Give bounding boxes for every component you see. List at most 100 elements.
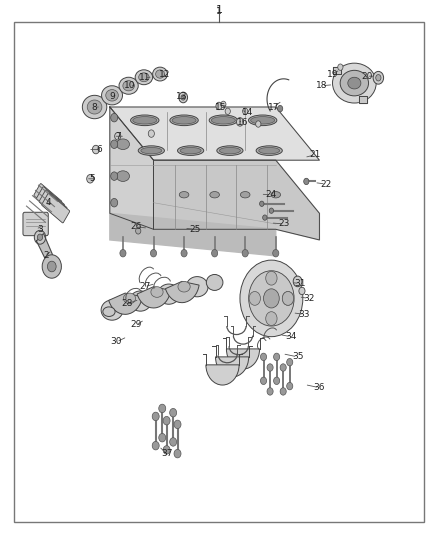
Text: 24: 24 (266, 190, 277, 199)
Circle shape (111, 198, 118, 207)
Wedge shape (206, 365, 239, 385)
Circle shape (260, 201, 264, 206)
Text: 15: 15 (215, 102, 227, 111)
Text: 34: 34 (285, 332, 297, 341)
Circle shape (264, 289, 279, 308)
Text: 26: 26 (131, 222, 142, 231)
Wedge shape (137, 287, 171, 308)
Circle shape (376, 75, 381, 81)
Text: 32: 32 (303, 294, 314, 303)
Circle shape (267, 387, 273, 395)
Text: 13: 13 (176, 92, 187, 101)
Text: 25: 25 (189, 225, 201, 234)
Circle shape (174, 449, 181, 458)
Circle shape (261, 377, 267, 384)
Circle shape (170, 408, 177, 417)
Wedge shape (109, 293, 142, 314)
Circle shape (283, 292, 293, 305)
Circle shape (111, 172, 118, 180)
Ellipse shape (119, 77, 138, 94)
Ellipse shape (178, 281, 190, 292)
Circle shape (278, 106, 283, 112)
Circle shape (212, 249, 218, 257)
Text: 4: 4 (46, 198, 52, 207)
Ellipse shape (248, 115, 277, 126)
Text: 29: 29 (131, 320, 142, 329)
Polygon shape (110, 107, 153, 229)
Circle shape (179, 92, 187, 103)
Circle shape (299, 287, 305, 295)
Ellipse shape (177, 146, 204, 156)
Circle shape (266, 271, 277, 285)
Ellipse shape (172, 117, 196, 124)
Circle shape (287, 382, 293, 390)
Text: 1: 1 (215, 5, 223, 15)
Text: 20: 20 (362, 71, 373, 80)
Ellipse shape (117, 171, 130, 181)
Circle shape (115, 133, 121, 140)
Text: 21: 21 (309, 150, 321, 159)
Text: 35: 35 (292, 352, 304, 361)
Text: 31: 31 (294, 279, 306, 288)
Ellipse shape (123, 80, 134, 91)
Circle shape (267, 364, 273, 371)
Text: 18: 18 (316, 81, 327, 90)
Circle shape (47, 261, 56, 272)
Circle shape (338, 64, 343, 70)
Text: 33: 33 (298, 310, 310, 319)
Text: 19: 19 (327, 70, 338, 78)
Circle shape (120, 249, 126, 257)
Circle shape (174, 420, 181, 429)
Circle shape (152, 441, 159, 450)
Circle shape (261, 353, 267, 361)
Circle shape (373, 71, 384, 84)
Circle shape (269, 208, 274, 213)
Ellipse shape (87, 100, 102, 114)
Text: 27: 27 (139, 282, 151, 291)
Text: 2: 2 (44, 252, 49, 260)
Polygon shape (110, 213, 276, 256)
Ellipse shape (82, 95, 107, 119)
Text: 23: 23 (279, 220, 290, 229)
Ellipse shape (151, 287, 163, 297)
Ellipse shape (117, 139, 130, 150)
Text: 6: 6 (96, 145, 102, 154)
Polygon shape (359, 96, 367, 103)
Circle shape (304, 178, 309, 184)
Text: 8: 8 (92, 102, 97, 111)
Circle shape (152, 412, 159, 421)
Circle shape (163, 446, 170, 454)
Text: 28: 28 (122, 299, 133, 308)
Text: 12: 12 (159, 70, 170, 78)
Wedge shape (215, 357, 249, 377)
Circle shape (249, 271, 294, 326)
Circle shape (163, 416, 170, 425)
Ellipse shape (210, 191, 219, 198)
Ellipse shape (240, 191, 250, 198)
Text: 11: 11 (139, 73, 151, 82)
Ellipse shape (251, 117, 275, 124)
Text: 5: 5 (89, 174, 95, 183)
Circle shape (249, 292, 261, 305)
Circle shape (274, 353, 280, 361)
Circle shape (256, 121, 261, 127)
Circle shape (266, 312, 277, 326)
Ellipse shape (155, 70, 165, 78)
Circle shape (42, 255, 61, 278)
Circle shape (92, 146, 99, 154)
Ellipse shape (332, 63, 376, 103)
Circle shape (287, 359, 293, 366)
Ellipse shape (271, 191, 281, 198)
FancyBboxPatch shape (34, 183, 62, 213)
Ellipse shape (124, 293, 136, 304)
Circle shape (37, 234, 42, 240)
Text: 22: 22 (320, 180, 332, 189)
Text: 7: 7 (116, 132, 121, 141)
FancyBboxPatch shape (39, 190, 67, 220)
Circle shape (87, 174, 94, 183)
Circle shape (283, 292, 293, 305)
FancyBboxPatch shape (36, 187, 64, 216)
Circle shape (216, 102, 222, 110)
Ellipse shape (152, 67, 167, 81)
Text: 37: 37 (161, 449, 173, 458)
